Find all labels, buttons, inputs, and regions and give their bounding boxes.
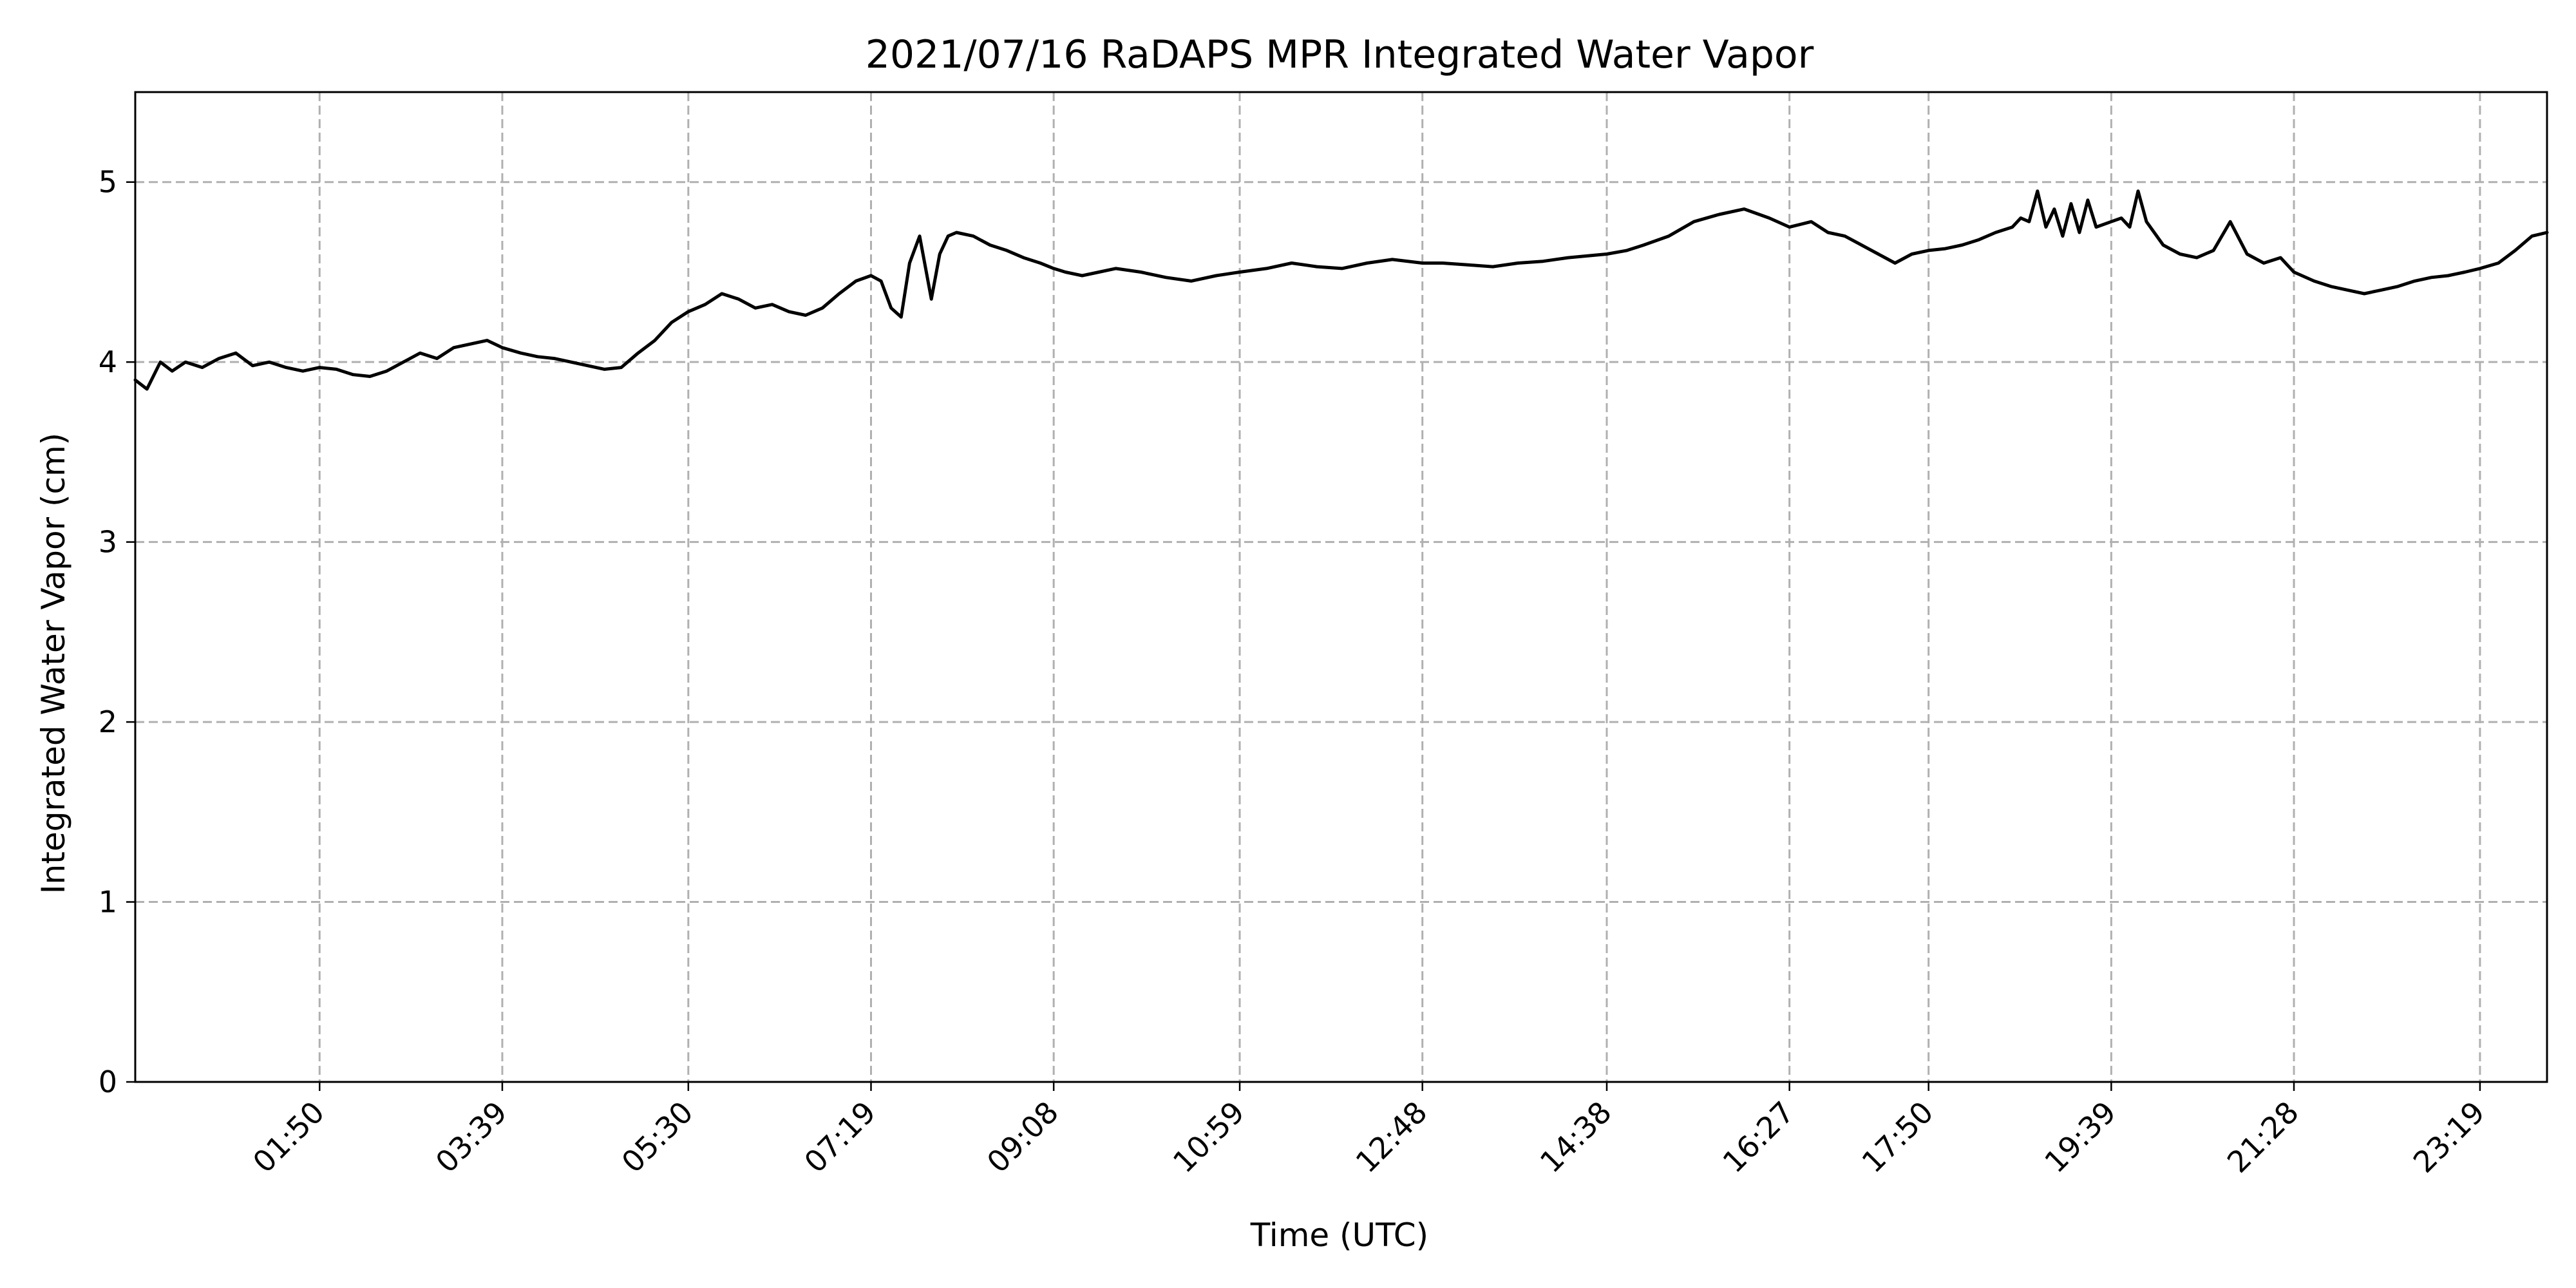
y-tick-label: 0 bbox=[99, 1065, 117, 1099]
grid bbox=[135, 92, 2547, 1082]
y-tick-label: 3 bbox=[99, 525, 117, 560]
y-tick-label: 1 bbox=[99, 885, 117, 920]
plot-area-frame bbox=[134, 91, 2548, 1083]
y-axis-label: Integrated Water Vapor (cm) bbox=[35, 433, 72, 894]
series-line bbox=[133, 189, 2549, 391]
y-tick-label: 5 bbox=[99, 165, 117, 200]
y-tick-label: 2 bbox=[99, 705, 117, 739]
y-tick-label: 4 bbox=[99, 345, 117, 379]
series-layer bbox=[133, 189, 2549, 391]
x-axis-label: Time (UTC) bbox=[1250, 1217, 1428, 1254]
chart-title: 2021/07/16 RaDAPS MPR Integrated Water V… bbox=[866, 32, 1814, 77]
y-axis: 0 1 2 3 4 5 bbox=[99, 165, 135, 1099]
